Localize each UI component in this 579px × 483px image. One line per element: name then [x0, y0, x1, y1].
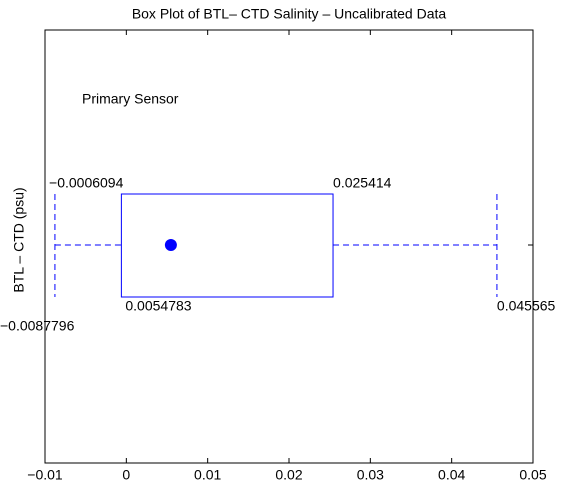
median-dot [164, 239, 177, 251]
x-tick-label: 0.04 [438, 467, 465, 483]
x-tick-label: 0.03 [357, 467, 384, 483]
x-tick-label: 0.01 [194, 467, 221, 483]
value-label: 0.0054783 [125, 298, 191, 314]
y-axis-label: BTL – CTD (psu) [11, 187, 27, 292]
value-label: 0.045565 [497, 298, 556, 314]
x-tick-label: 0.05 [519, 467, 546, 483]
value-label: 0.025414 [333, 175, 392, 191]
box [120, 193, 334, 298]
chart-title: Box Plot of BTL– CTD Salinity – Uncalibr… [132, 6, 447, 22]
value-label: −0.0087796 [0, 318, 75, 334]
x-tick-label: 0.02 [275, 467, 302, 483]
value-label: −0.0006094 [49, 175, 124, 191]
x-tick-label: −0.01 [27, 467, 63, 483]
x-tick-label: 0 [122, 467, 130, 483]
annotation: Primary Sensor [82, 91, 179, 107]
